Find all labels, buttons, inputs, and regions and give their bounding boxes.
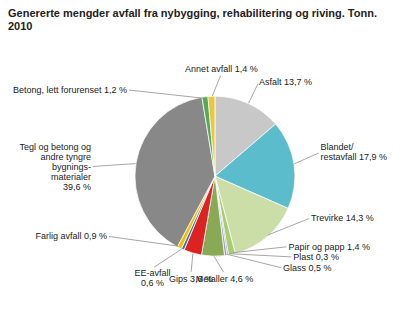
data-label-line: EE-avfall: [135, 268, 171, 278]
leader-line: [214, 256, 224, 272]
leader-line: [229, 254, 291, 257]
pie-group: Asfalt 13,7 % Blandet/restavfall 17,9 % Tr…: [13, 64, 387, 288]
data-label: Glass 0,5 %: [283, 263, 332, 273]
title-line: Genererte mengder avfall fra nybygging, …: [8, 7, 377, 19]
data-label: Gips 3,6 %: [169, 274, 213, 284]
data-label-line: Betong, lett forurenset 1,2 %: [13, 85, 127, 95]
title: Genererte mengder avfall fra nybygging, …: [8, 7, 377, 32]
data-label: Papir og papp 1,4 %: [289, 242, 371, 252]
pie-area: Asfalt 13,7 % Blandet/restavfall 17,9 % Tr…: [13, 64, 387, 288]
leader-line: [109, 236, 178, 246]
data-label-line: materialer: [51, 172, 91, 182]
data-label: Plast 0,3 %: [293, 252, 339, 262]
data-label: EE-avfall0,6 %: [135, 268, 171, 288]
data-label-line: andre tyngre: [40, 152, 91, 162]
slice: [208, 96, 215, 176]
data-label-line: Glass 0,5 %: [283, 263, 332, 273]
data-label-line: 0,6 %: [141, 278, 164, 288]
data-label-line: Asfalt 13,7 %: [259, 77, 312, 87]
data-label-line: bygnings-: [52, 162, 91, 172]
data-label: Betong, lett forurenset 1,2 %: [13, 85, 127, 95]
leader-line: [268, 219, 309, 236]
data-label-line: Gips 3,6 %: [169, 274, 213, 284]
data-label-line: Plast 0,3 %: [293, 252, 339, 262]
leader-lines: [93, 76, 319, 272]
chart: Genererte mengder avfall fra nybygging, …: [0, 0, 400, 320]
leader-line: [129, 90, 203, 98]
slices: [135, 96, 295, 256]
data-label-line: Farlig avfall 0,9 %: [35, 231, 107, 241]
leader-line: [154, 249, 181, 267]
data-label: Asfalt 13,7 %: [259, 77, 312, 87]
data-label-line: Annet avfall 1,4 %: [185, 64, 258, 74]
leader-line: [93, 164, 136, 167]
leader-line: [191, 253, 193, 271]
leader-line: [234, 247, 287, 253]
title-line: 2010: [8, 20, 32, 32]
slice: [202, 97, 215, 177]
data-label-line: Tegl og betong og: [19, 142, 91, 152]
data-label: Annet avfall 1,4 %: [185, 64, 258, 74]
data-label-line: Blandet/: [321, 142, 355, 152]
data-label: Tegl og betong ogandre tyngrebygnings-ma…: [19, 142, 91, 192]
leader-line: [294, 153, 318, 164]
data-label: Farlig avfall 0,9 %: [35, 231, 107, 241]
leader-line: [249, 84, 259, 104]
data-label-line: restavfall 17,9 %: [321, 152, 388, 162]
data-label-line: Papir og papp 1,4 %: [289, 242, 371, 252]
slice: [135, 97, 215, 247]
data-label-line: Trevirke 14,3 %: [311, 213, 374, 223]
data-label-line: 39,6 %: [63, 182, 91, 192]
data-label: Trevirke 14,3 %: [311, 213, 374, 223]
data-labels: Asfalt 13,7 % Blandet/restavfall 17,9 % Tr…: [13, 64, 387, 288]
leader-line: [227, 254, 281, 267]
leader-line: [212, 76, 220, 96]
data-label: Blandet/restavfall 17,9 %: [321, 142, 388, 162]
